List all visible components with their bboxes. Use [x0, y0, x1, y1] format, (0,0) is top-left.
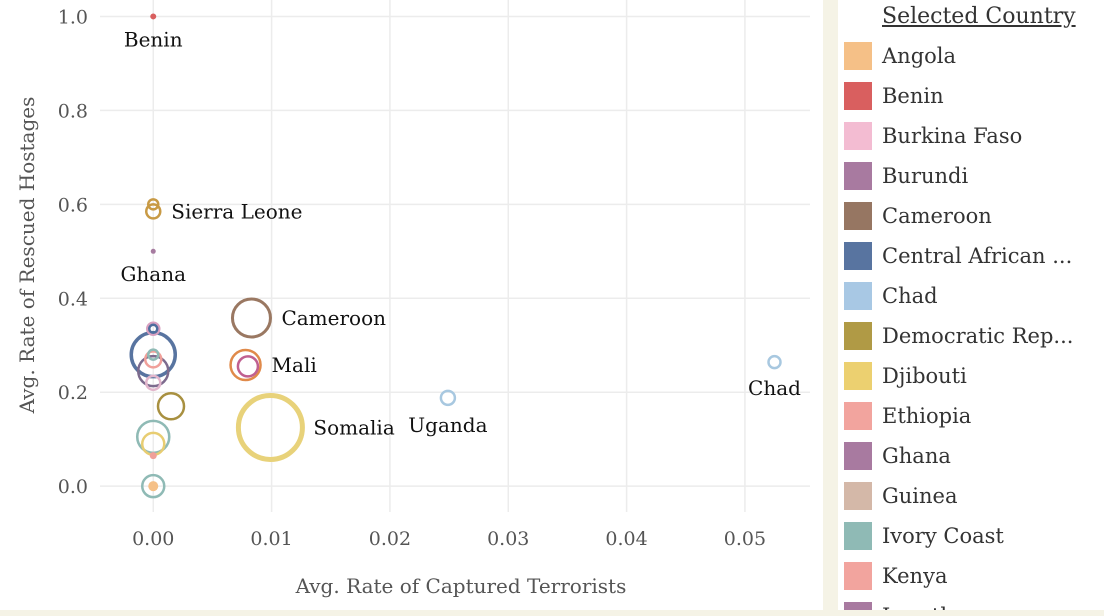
legend-item[interactable]: Lesotho: [844, 601, 966, 610]
legend-item[interactable]: Cameroon: [844, 201, 992, 231]
data-point: [236, 355, 260, 378]
legend-label: Ghana: [882, 444, 951, 468]
data-point: [145, 374, 162, 392]
legend-item[interactable]: Burundi: [844, 161, 968, 191]
legend-label: Benin: [882, 84, 944, 108]
grid-lines: [100, 0, 810, 512]
point-label: Benin: [124, 27, 183, 51]
point-labels: Benin Sierra Leone Ghana Cameroon Mali Somali…: [120, 27, 801, 439]
legend-label: Kenya: [882, 564, 948, 588]
scatter-plot: 0.00 0.01 0.02 0.03 0.04 0.05 0.0 0.2 0.4 0.6 0.8…: [15, 0, 810, 598]
legend-item[interactable]: Chad: [844, 281, 938, 311]
data-point: [439, 389, 457, 407]
data-point: [144, 350, 163, 369]
legend-swatch: [844, 402, 872, 430]
legend-swatch: [844, 562, 872, 590]
data-point: [767, 354, 782, 370]
data-point: [148, 323, 159, 335]
y-tick-label: 0.2: [58, 382, 88, 404]
legend-label: Angola: [882, 44, 957, 68]
legend-label: Chad: [882, 284, 938, 308]
y-tick-label: 0.0: [58, 476, 88, 498]
legend-swatch: [844, 602, 872, 610]
legend-item[interactable]: Democratic Rep...: [844, 321, 1073, 351]
point-label: Sierra Leone: [171, 199, 302, 223]
legend-swatch: [844, 162, 872, 190]
legend-swatch: [844, 362, 872, 390]
legend-swatch: [844, 82, 872, 110]
x-tick-label: 0.03: [487, 528, 529, 550]
y-tick-label: 0.8: [58, 100, 88, 122]
legend-swatch: [844, 282, 872, 310]
legend-swatch: [844, 322, 872, 350]
legend-swatch: [844, 242, 872, 270]
legend: Selected Country Angola Benin Burkina Faso…: [838, 0, 1104, 610]
y-axis-label: Avg. Rate of Rescued Hostages: [15, 97, 39, 415]
point-label: Uganda: [408, 413, 487, 437]
data-point: [230, 297, 272, 339]
legend-label: Ivory Coast: [882, 524, 1004, 548]
data-points: [129, 13, 782, 499]
data-point: [137, 354, 170, 388]
x-tick-label: 0.05: [724, 528, 766, 550]
legend-label: Guinea: [882, 484, 958, 508]
data-point: [141, 473, 166, 499]
y-tick-label: 0.6: [58, 194, 88, 216]
legend-label: Burkina Faso: [882, 124, 1023, 148]
legend-item[interactable]: Guinea: [844, 481, 958, 511]
legend-swatch: [844, 442, 872, 470]
legend-swatch: [844, 482, 872, 510]
legend-title: Selected Country: [882, 4, 1076, 29]
data-point: [229, 348, 262, 382]
point-label: Ghana: [120, 262, 186, 286]
legend-label: Cameroon: [882, 204, 992, 228]
point-label: Chad: [748, 376, 801, 400]
data-point: [147, 198, 160, 211]
legend-item[interactable]: Kenya: [844, 561, 947, 591]
legend-label: Lesotho: [882, 604, 966, 610]
legend-swatch: [844, 202, 872, 230]
y-axis-ticks: 0.0 0.2 0.4 0.6 0.8 1.0: [58, 6, 88, 498]
data-point: [149, 452, 157, 460]
legend-item[interactable]: Burkina Faso: [844, 121, 1022, 151]
data-point: [148, 481, 159, 492]
legend-item[interactable]: Benin: [844, 81, 944, 111]
legend-item[interactable]: Central African ...: [844, 241, 1072, 271]
data-point: [147, 348, 160, 361]
point-label: Mali: [272, 353, 317, 377]
x-tick-label: 0.02: [369, 528, 411, 550]
legend-label: Democratic Rep...: [882, 324, 1074, 348]
data-point: [150, 13, 157, 20]
data-point: [145, 203, 162, 220]
legend-label: Djibouti: [882, 364, 967, 388]
x-tick-label: 0.04: [605, 528, 647, 550]
x-tick-label: 0.01: [250, 528, 292, 550]
data-point: [156, 392, 186, 421]
legend-swatch: [844, 42, 872, 70]
legend-label: Central African ...: [882, 244, 1073, 268]
data-point: [235, 392, 305, 462]
legend-item[interactable]: Ivory Coast: [844, 521, 1004, 551]
legend-swatch: [844, 122, 872, 150]
legend-label: Burundi: [882, 164, 969, 188]
data-point: [150, 248, 156, 254]
y-tick-label: 0.4: [58, 288, 88, 310]
legend-item[interactable]: Ghana: [844, 441, 951, 471]
x-tick-label: 0.00: [132, 528, 174, 550]
x-axis-label: Avg. Rate of Captured Terrorists: [295, 574, 627, 598]
legend-swatch: [844, 522, 872, 550]
x-axis-ticks: 0.00 0.01 0.02 0.03 0.04 0.05: [132, 528, 766, 550]
legend-item[interactable]: Angola: [844, 41, 956, 71]
point-label: Cameroon: [281, 306, 386, 330]
legend-item[interactable]: Ethiopia: [844, 401, 971, 431]
point-label: Somalia: [313, 415, 394, 439]
legend-label: Ethiopia: [882, 404, 972, 428]
y-tick-label: 1.0: [58, 6, 88, 28]
chart-panel: 0.00 0.01 0.02 0.03 0.04 0.05 0.0 0.2 0.4 0.6 0.8…: [0, 0, 823, 610]
legend-item[interactable]: Djibouti: [844, 361, 967, 391]
data-point: [146, 321, 161, 337]
